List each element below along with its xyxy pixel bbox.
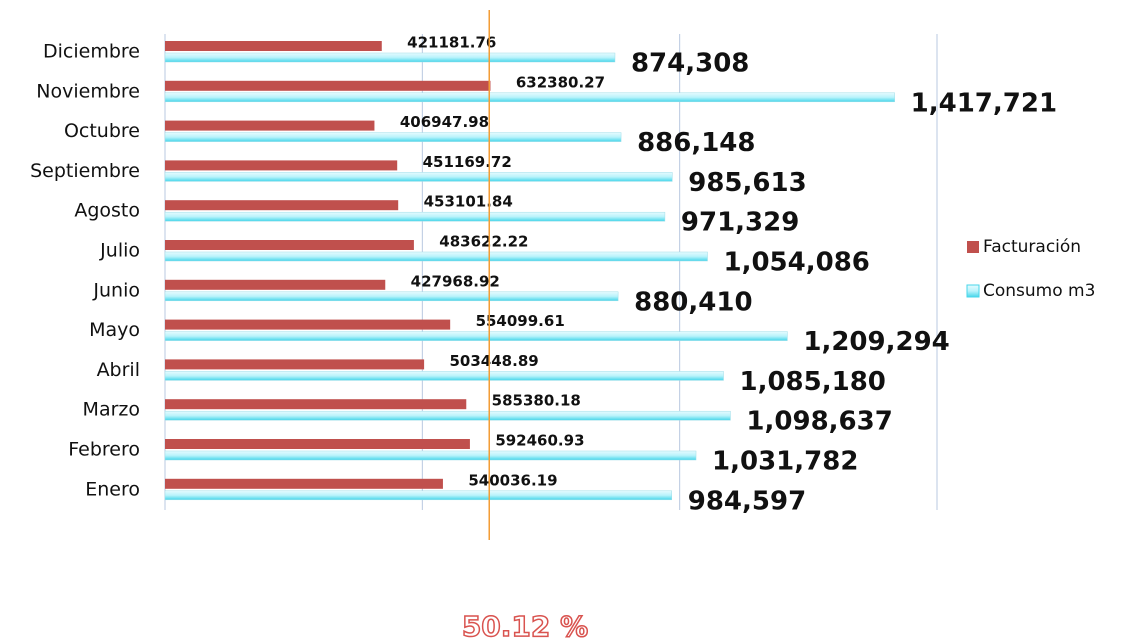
value-label: 1,031,782 bbox=[712, 447, 858, 477]
y-tick-label: Octubre bbox=[64, 120, 140, 142]
value-label: 451169.72 bbox=[423, 153, 512, 171]
y-tick-label: Junio bbox=[92, 279, 140, 301]
value-label: 985,613 bbox=[688, 168, 806, 198]
bar bbox=[164, 450, 697, 461]
value-label: 592460.93 bbox=[495, 432, 584, 450]
bar bbox=[165, 80, 491, 91]
y-tick-label: Mayo bbox=[89, 319, 140, 341]
bar bbox=[165, 359, 425, 370]
value-label: 1,209,294 bbox=[803, 327, 949, 357]
bar bbox=[165, 399, 467, 410]
bar bbox=[165, 478, 443, 489]
y-tick-label: Agosto bbox=[74, 200, 140, 222]
value-label: 406947.98 bbox=[400, 113, 489, 131]
value-label: 483622.22 bbox=[439, 233, 528, 251]
bar bbox=[164, 490, 672, 501]
plot-area bbox=[165, 34, 937, 510]
legend-swatch bbox=[967, 241, 979, 253]
bar bbox=[165, 439, 470, 449]
bar bbox=[164, 92, 895, 103]
y-tick-label: Enero bbox=[85, 478, 140, 500]
annotation: 50.12 % bbox=[462, 610, 588, 640]
value-label: 540036.19 bbox=[468, 471, 557, 489]
y-tick-label: Diciembre bbox=[43, 41, 140, 63]
bar bbox=[164, 132, 622, 142]
bar bbox=[164, 291, 619, 302]
bar bbox=[164, 251, 708, 262]
bar bbox=[165, 319, 451, 330]
bar bbox=[164, 172, 673, 182]
value-label: 554099.61 bbox=[476, 312, 565, 330]
bar bbox=[164, 410, 731, 421]
value-label: 984,597 bbox=[688, 486, 806, 516]
bar bbox=[165, 41, 382, 51]
bar bbox=[164, 211, 666, 222]
bar bbox=[165, 200, 399, 211]
y-tick-label: Julio bbox=[99, 240, 140, 262]
y-tick-label: Noviembre bbox=[36, 80, 140, 102]
value-label: 874,308 bbox=[631, 49, 749, 79]
bar bbox=[164, 331, 788, 341]
value-label: 585380.18 bbox=[492, 392, 581, 410]
y-tick-label: Septiembre bbox=[30, 160, 140, 182]
y-tick-label: Febrero bbox=[68, 439, 140, 461]
value-label: 971,329 bbox=[681, 208, 799, 238]
bar bbox=[165, 120, 375, 131]
value-label: 1,098,637 bbox=[746, 407, 892, 437]
value-label: 503448.89 bbox=[450, 352, 539, 370]
y-tick-label: Abril bbox=[97, 359, 140, 381]
bar bbox=[165, 279, 386, 290]
value-label: 427968.92 bbox=[411, 272, 500, 290]
value-label: 1,054,086 bbox=[724, 248, 870, 278]
legend-label: Consumo m3 bbox=[983, 281, 1095, 301]
bar bbox=[164, 52, 616, 63]
value-label: 453101.84 bbox=[424, 193, 513, 211]
bar bbox=[164, 371, 724, 381]
value-label: 880,410 bbox=[634, 287, 752, 317]
value-label: 632380.27 bbox=[516, 73, 605, 91]
value-label: 421181.76 bbox=[407, 34, 496, 52]
value-label: 1,417,721 bbox=[911, 88, 1057, 118]
value-label: 1,085,180 bbox=[740, 367, 886, 397]
bar bbox=[165, 160, 398, 171]
legend-label: Facturación bbox=[983, 237, 1081, 257]
value-label: 886,148 bbox=[637, 128, 755, 158]
y-tick-label: Marzo bbox=[83, 399, 140, 421]
bar bbox=[165, 240, 414, 250]
legend-swatch bbox=[966, 284, 980, 298]
